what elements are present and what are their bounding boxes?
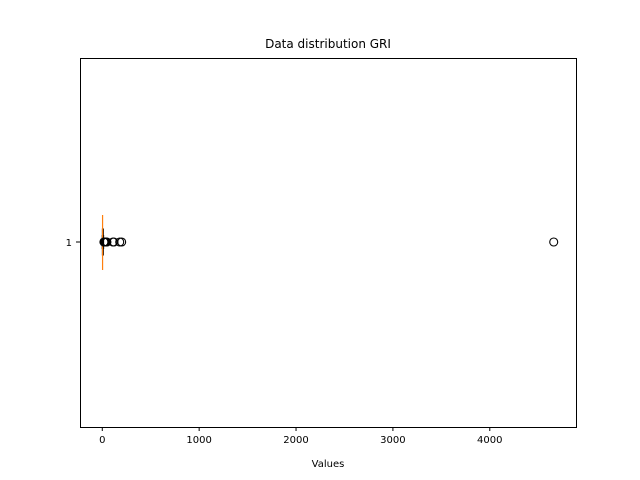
plot-frame — [80, 58, 577, 428]
chart-title: Data distribution GRI — [265, 37, 391, 51]
plot-area — [99, 215, 559, 270]
x-axis: 0 1000 2000 3000 4000 — [99, 427, 503, 446]
x-tick-label-1000: 1000 — [186, 435, 211, 446]
x-axis-label: Values — [312, 459, 345, 470]
x-tick-label-4000: 4000 — [477, 435, 502, 446]
y-tick-label-1: 1 — [66, 238, 72, 249]
x-tick-label-2000: 2000 — [283, 435, 308, 446]
x-tick-label-3000: 3000 — [380, 435, 405, 446]
outlier-point-10 — [117, 237, 127, 247]
y-axis: 1 — [66, 238, 80, 249]
x-tick-label-0: 0 — [99, 435, 105, 446]
outlier-point-11 — [549, 237, 559, 247]
outlier-point-6 — [102, 237, 112, 247]
